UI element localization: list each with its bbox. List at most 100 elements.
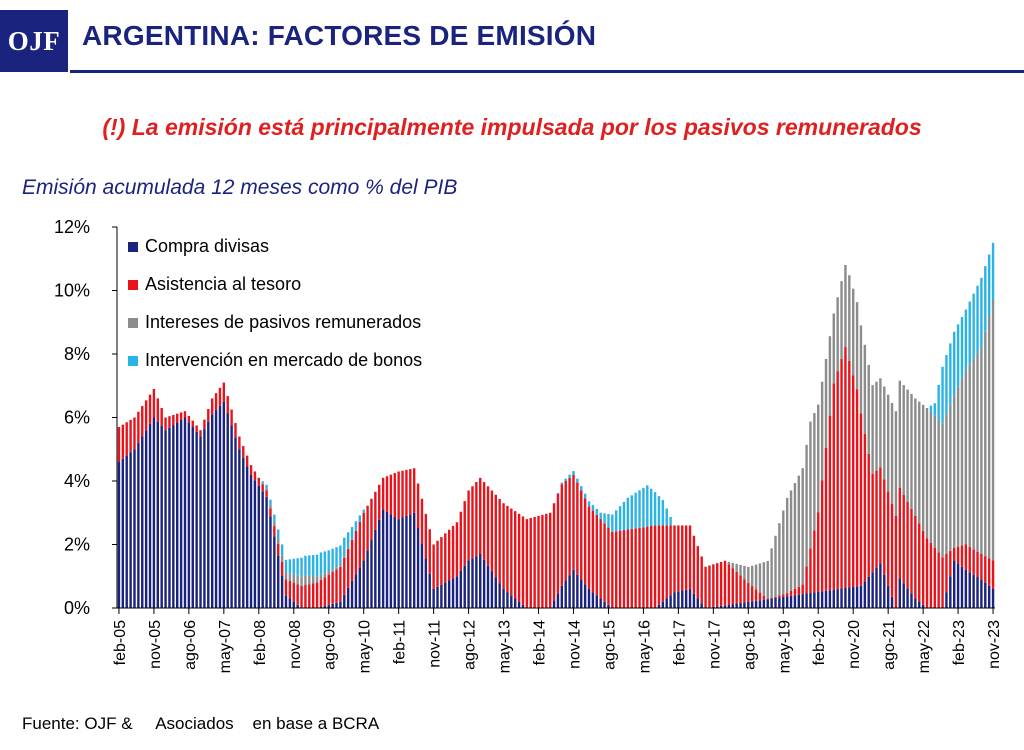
bar-segment [311, 575, 315, 584]
bar-segment [245, 466, 249, 608]
bar-segment [855, 586, 859, 608]
bar-segment [921, 404, 925, 531]
x-tick-label: feb-11 [392, 620, 409, 664]
bar-segment [840, 358, 843, 589]
bar-segment [886, 491, 890, 586]
bar-segment [176, 413, 179, 423]
bar-segment [867, 364, 870, 454]
bar-segment [906, 588, 909, 608]
bar-segment [898, 578, 902, 608]
bar-segment [463, 501, 466, 566]
bar-segment [665, 508, 668, 526]
bar-segment [972, 358, 975, 550]
bar-segment [836, 297, 839, 372]
bar-segment [964, 369, 968, 545]
x-tick-label: may-16 [636, 620, 653, 673]
bar-segment [249, 474, 253, 608]
bar-segment [587, 588, 591, 608]
bar-segment [315, 582, 319, 608]
bar-segment [482, 559, 486, 608]
legend-label: Asistencia al tesoro [145, 274, 301, 294]
bar-segment [956, 324, 960, 387]
bar-segment [350, 581, 354, 608]
bar-segment [960, 545, 964, 567]
bar-segment [323, 551, 327, 574]
bar-segment [265, 496, 268, 609]
bar-segment [871, 385, 874, 475]
bar-segment [883, 574, 886, 608]
bar-segment [622, 530, 626, 608]
bar-segment [214, 393, 218, 411]
bar-segment [809, 593, 812, 608]
bar-segment [572, 569, 575, 608]
bar-segment [277, 555, 280, 608]
bar-segment [669, 516, 672, 526]
bar-segment [653, 492, 657, 526]
bar-segment [953, 331, 956, 396]
bar-segment [370, 540, 373, 608]
bar-segment [595, 595, 598, 608]
bar-segment [510, 595, 513, 608]
bar-segment [595, 514, 598, 596]
bar-segment [793, 588, 797, 596]
bar-segment [580, 486, 583, 491]
bar-segment [669, 595, 672, 608]
bar-segment [432, 588, 435, 608]
bar-segment [809, 421, 812, 549]
bar-segment [288, 573, 292, 582]
bar-segment [288, 559, 292, 574]
bar-segment [311, 555, 315, 576]
bar-segment [284, 572, 288, 580]
bar-segment [288, 581, 292, 599]
bar-segment [397, 471, 400, 520]
bar-segment [607, 513, 610, 528]
bar-segment [475, 482, 478, 557]
bar-segment [331, 603, 334, 608]
bar-segment [968, 546, 971, 573]
x-tick-label: may-19 [776, 620, 793, 673]
bar-segment [234, 437, 237, 608]
bar-segment [875, 470, 878, 568]
bar-segment [851, 375, 855, 587]
bar-segment [960, 316, 964, 379]
bar-segment [813, 413, 816, 531]
bar-segment [638, 490, 641, 528]
bar-segment [121, 458, 125, 608]
bar-segment [560, 484, 564, 586]
bar-segment [906, 501, 909, 589]
subtitle: (!) La emisión está principalmente impul… [102, 114, 922, 140]
bar-segment [327, 574, 330, 605]
bar-segment [451, 578, 455, 608]
bar-segment [723, 560, 727, 606]
bar-segment [133, 417, 136, 450]
bar-segment [230, 409, 233, 426]
bar-segment [793, 483, 797, 589]
bar-segment [331, 572, 334, 604]
bar-segment [591, 592, 595, 609]
bar-segment [366, 505, 369, 551]
bar-segment [785, 596, 789, 608]
bar-segment [634, 492, 637, 529]
legend-swatch [128, 318, 138, 328]
bar-segment [964, 544, 968, 570]
bar-segment [987, 254, 991, 316]
bar-segment [580, 490, 583, 580]
bar-segment [280, 561, 284, 576]
bar-segment [319, 606, 323, 608]
bar-segment [855, 302, 859, 390]
bar-segment [700, 556, 703, 604]
bar-segment [393, 473, 396, 517]
bar-segment [918, 401, 921, 524]
bar-segment [397, 519, 400, 608]
x-tick-label: nov-11 [427, 620, 444, 668]
bar-segment [583, 584, 587, 608]
bar-segment [319, 552, 323, 575]
bar-segment [611, 514, 614, 532]
bar-segment [991, 560, 995, 589]
bar-segment [840, 281, 843, 359]
bar-segment [894, 411, 898, 516]
bar-segment [292, 558, 295, 575]
bar-segment [389, 474, 393, 515]
bar-segment [785, 593, 789, 597]
bar-segment [980, 579, 983, 608]
